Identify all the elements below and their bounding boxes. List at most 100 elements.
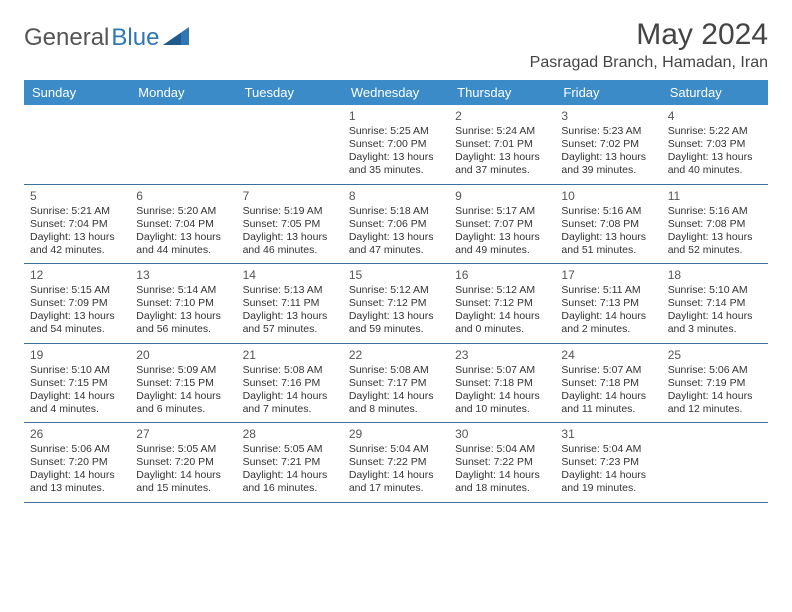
day-number: 16 [455, 268, 549, 283]
day-cell: 2Sunrise: 5:24 AMSunset: 7:01 PMDaylight… [449, 105, 555, 184]
day-cell [130, 105, 236, 184]
logo-text-2: Blue [111, 24, 159, 52]
daylight-line: Daylight: 14 hours [136, 390, 230, 403]
day-number: 13 [136, 268, 230, 283]
weekday-header: Friday [555, 80, 661, 105]
sunset-line: Sunset: 7:15 PM [30, 377, 124, 390]
daylight-line: Daylight: 14 hours [455, 310, 549, 323]
sunset-line: Sunset: 7:18 PM [561, 377, 655, 390]
daylight-line: and 4 minutes. [30, 403, 124, 416]
logo: GeneralBlue [24, 24, 189, 52]
day-number: 26 [30, 427, 124, 442]
sunrise-line: Sunrise: 5:17 AM [455, 205, 549, 218]
daylight-line: and 51 minutes. [561, 244, 655, 257]
day-cell: 5Sunrise: 5:21 AMSunset: 7:04 PMDaylight… [24, 185, 130, 264]
day-number: 8 [349, 189, 443, 204]
day-cell: 19Sunrise: 5:10 AMSunset: 7:15 PMDayligh… [24, 344, 130, 423]
day-number: 10 [561, 189, 655, 204]
sunset-line: Sunset: 7:21 PM [243, 456, 337, 469]
weekday-header-row: SundayMondayTuesdayWednesdayThursdayFrid… [24, 80, 768, 105]
day-number: 18 [668, 268, 762, 283]
sunrise-line: Sunrise: 5:05 AM [136, 443, 230, 456]
daylight-line: and 10 minutes. [455, 403, 549, 416]
day-cell: 12Sunrise: 5:15 AMSunset: 7:09 PMDayligh… [24, 264, 130, 343]
sunrise-line: Sunrise: 5:21 AM [30, 205, 124, 218]
day-number: 23 [455, 348, 549, 363]
sunrise-line: Sunrise: 5:13 AM [243, 284, 337, 297]
daylight-line: and 47 minutes. [349, 244, 443, 257]
daylight-line: Daylight: 13 hours [243, 231, 337, 244]
day-cell: 16Sunrise: 5:12 AMSunset: 7:12 PMDayligh… [449, 264, 555, 343]
sunset-line: Sunset: 7:08 PM [668, 218, 762, 231]
daylight-line: Daylight: 14 hours [243, 390, 337, 403]
day-cell [24, 105, 130, 184]
daylight-line: and 6 minutes. [136, 403, 230, 416]
daylight-line: and 44 minutes. [136, 244, 230, 257]
daylight-line: Daylight: 14 hours [30, 390, 124, 403]
weekday-header: Saturday [662, 80, 768, 105]
weekday-header: Sunday [24, 80, 130, 105]
sunrise-line: Sunrise: 5:10 AM [668, 284, 762, 297]
sunset-line: Sunset: 7:23 PM [561, 456, 655, 469]
daylight-line: and 37 minutes. [455, 164, 549, 177]
daylight-line: Daylight: 14 hours [561, 390, 655, 403]
daylight-line: Daylight: 14 hours [30, 469, 124, 482]
daylight-line: Daylight: 13 hours [243, 310, 337, 323]
daylight-line: and 0 minutes. [455, 323, 549, 336]
day-number: 7 [243, 189, 337, 204]
day-cell: 25Sunrise: 5:06 AMSunset: 7:19 PMDayligh… [662, 344, 768, 423]
daylight-line: Daylight: 13 hours [455, 231, 549, 244]
weekday-header: Monday [130, 80, 236, 105]
sunrise-line: Sunrise: 5:08 AM [243, 364, 337, 377]
sunrise-line: Sunrise: 5:24 AM [455, 125, 549, 138]
sunrise-line: Sunrise: 5:06 AM [30, 443, 124, 456]
day-cell: 15Sunrise: 5:12 AMSunset: 7:12 PMDayligh… [343, 264, 449, 343]
day-number: 2 [455, 109, 549, 124]
sunrise-line: Sunrise: 5:12 AM [349, 284, 443, 297]
day-cell: 22Sunrise: 5:08 AMSunset: 7:17 PMDayligh… [343, 344, 449, 423]
sunset-line: Sunset: 7:13 PM [561, 297, 655, 310]
sunrise-line: Sunrise: 5:18 AM [349, 205, 443, 218]
daylight-line: and 54 minutes. [30, 323, 124, 336]
daylight-line: and 11 minutes. [561, 403, 655, 416]
sunset-line: Sunset: 7:01 PM [455, 138, 549, 151]
week-row: 5Sunrise: 5:21 AMSunset: 7:04 PMDaylight… [24, 185, 768, 265]
daylight-line: and 49 minutes. [455, 244, 549, 257]
daylight-line: Daylight: 13 hours [349, 231, 443, 244]
sunset-line: Sunset: 7:06 PM [349, 218, 443, 231]
day-number: 31 [561, 427, 655, 442]
week-row: 19Sunrise: 5:10 AMSunset: 7:15 PMDayligh… [24, 344, 768, 424]
sunset-line: Sunset: 7:12 PM [455, 297, 549, 310]
day-cell: 6Sunrise: 5:20 AMSunset: 7:04 PMDaylight… [130, 185, 236, 264]
sunset-line: Sunset: 7:12 PM [349, 297, 443, 310]
sunrise-line: Sunrise: 5:08 AM [349, 364, 443, 377]
sunset-line: Sunset: 7:08 PM [561, 218, 655, 231]
day-number: 12 [30, 268, 124, 283]
sunrise-line: Sunrise: 5:07 AM [455, 364, 549, 377]
day-number: 22 [349, 348, 443, 363]
sunset-line: Sunset: 7:03 PM [668, 138, 762, 151]
day-number: 14 [243, 268, 337, 283]
sunset-line: Sunset: 7:17 PM [349, 377, 443, 390]
day-cell: 1Sunrise: 5:25 AMSunset: 7:00 PMDaylight… [343, 105, 449, 184]
week-row: 26Sunrise: 5:06 AMSunset: 7:20 PMDayligh… [24, 423, 768, 503]
daylight-line: and 2 minutes. [561, 323, 655, 336]
sunrise-line: Sunrise: 5:14 AM [136, 284, 230, 297]
sunset-line: Sunset: 7:10 PM [136, 297, 230, 310]
day-number: 4 [668, 109, 762, 124]
week-row: 1Sunrise: 5:25 AMSunset: 7:00 PMDaylight… [24, 105, 768, 185]
daylight-line: and 15 minutes. [136, 482, 230, 495]
weekday-header: Tuesday [237, 80, 343, 105]
day-number: 29 [349, 427, 443, 442]
day-cell: 26Sunrise: 5:06 AMSunset: 7:20 PMDayligh… [24, 423, 130, 502]
day-number: 1 [349, 109, 443, 124]
day-number: 15 [349, 268, 443, 283]
day-number: 6 [136, 189, 230, 204]
sunset-line: Sunset: 7:04 PM [136, 218, 230, 231]
daylight-line: Daylight: 13 hours [561, 231, 655, 244]
day-cell: 9Sunrise: 5:17 AMSunset: 7:07 PMDaylight… [449, 185, 555, 264]
daylight-line: and 8 minutes. [349, 403, 443, 416]
day-cell: 24Sunrise: 5:07 AMSunset: 7:18 PMDayligh… [555, 344, 661, 423]
sunset-line: Sunset: 7:11 PM [243, 297, 337, 310]
daylight-line: Daylight: 14 hours [136, 469, 230, 482]
